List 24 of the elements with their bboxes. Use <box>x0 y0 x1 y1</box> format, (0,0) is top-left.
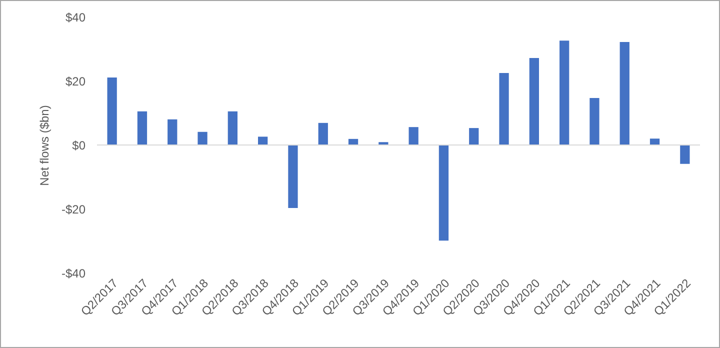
y-axis-title: Net flows ($bn) <box>37 105 52 186</box>
bar <box>469 128 479 145</box>
bar <box>107 77 117 145</box>
bar <box>198 132 208 145</box>
bar <box>529 58 539 145</box>
bar <box>438 145 449 241</box>
bar <box>228 111 238 145</box>
bar <box>318 122 328 145</box>
bar <box>650 138 660 145</box>
bar <box>590 98 600 145</box>
y-tick-label: $0 <box>72 138 86 152</box>
bar <box>258 136 268 145</box>
bar <box>137 111 148 145</box>
bar <box>680 145 690 164</box>
bar <box>499 73 509 145</box>
bar <box>168 119 178 145</box>
bar <box>288 145 298 208</box>
y-tick-label: $40 <box>65 10 86 24</box>
bar <box>620 42 630 145</box>
y-tick-label: $20 <box>65 74 86 88</box>
y-tick-label: -$20 <box>61 202 86 216</box>
bar <box>560 40 570 145</box>
bar <box>408 127 418 145</box>
y-tick-label: -$40 <box>61 266 86 280</box>
